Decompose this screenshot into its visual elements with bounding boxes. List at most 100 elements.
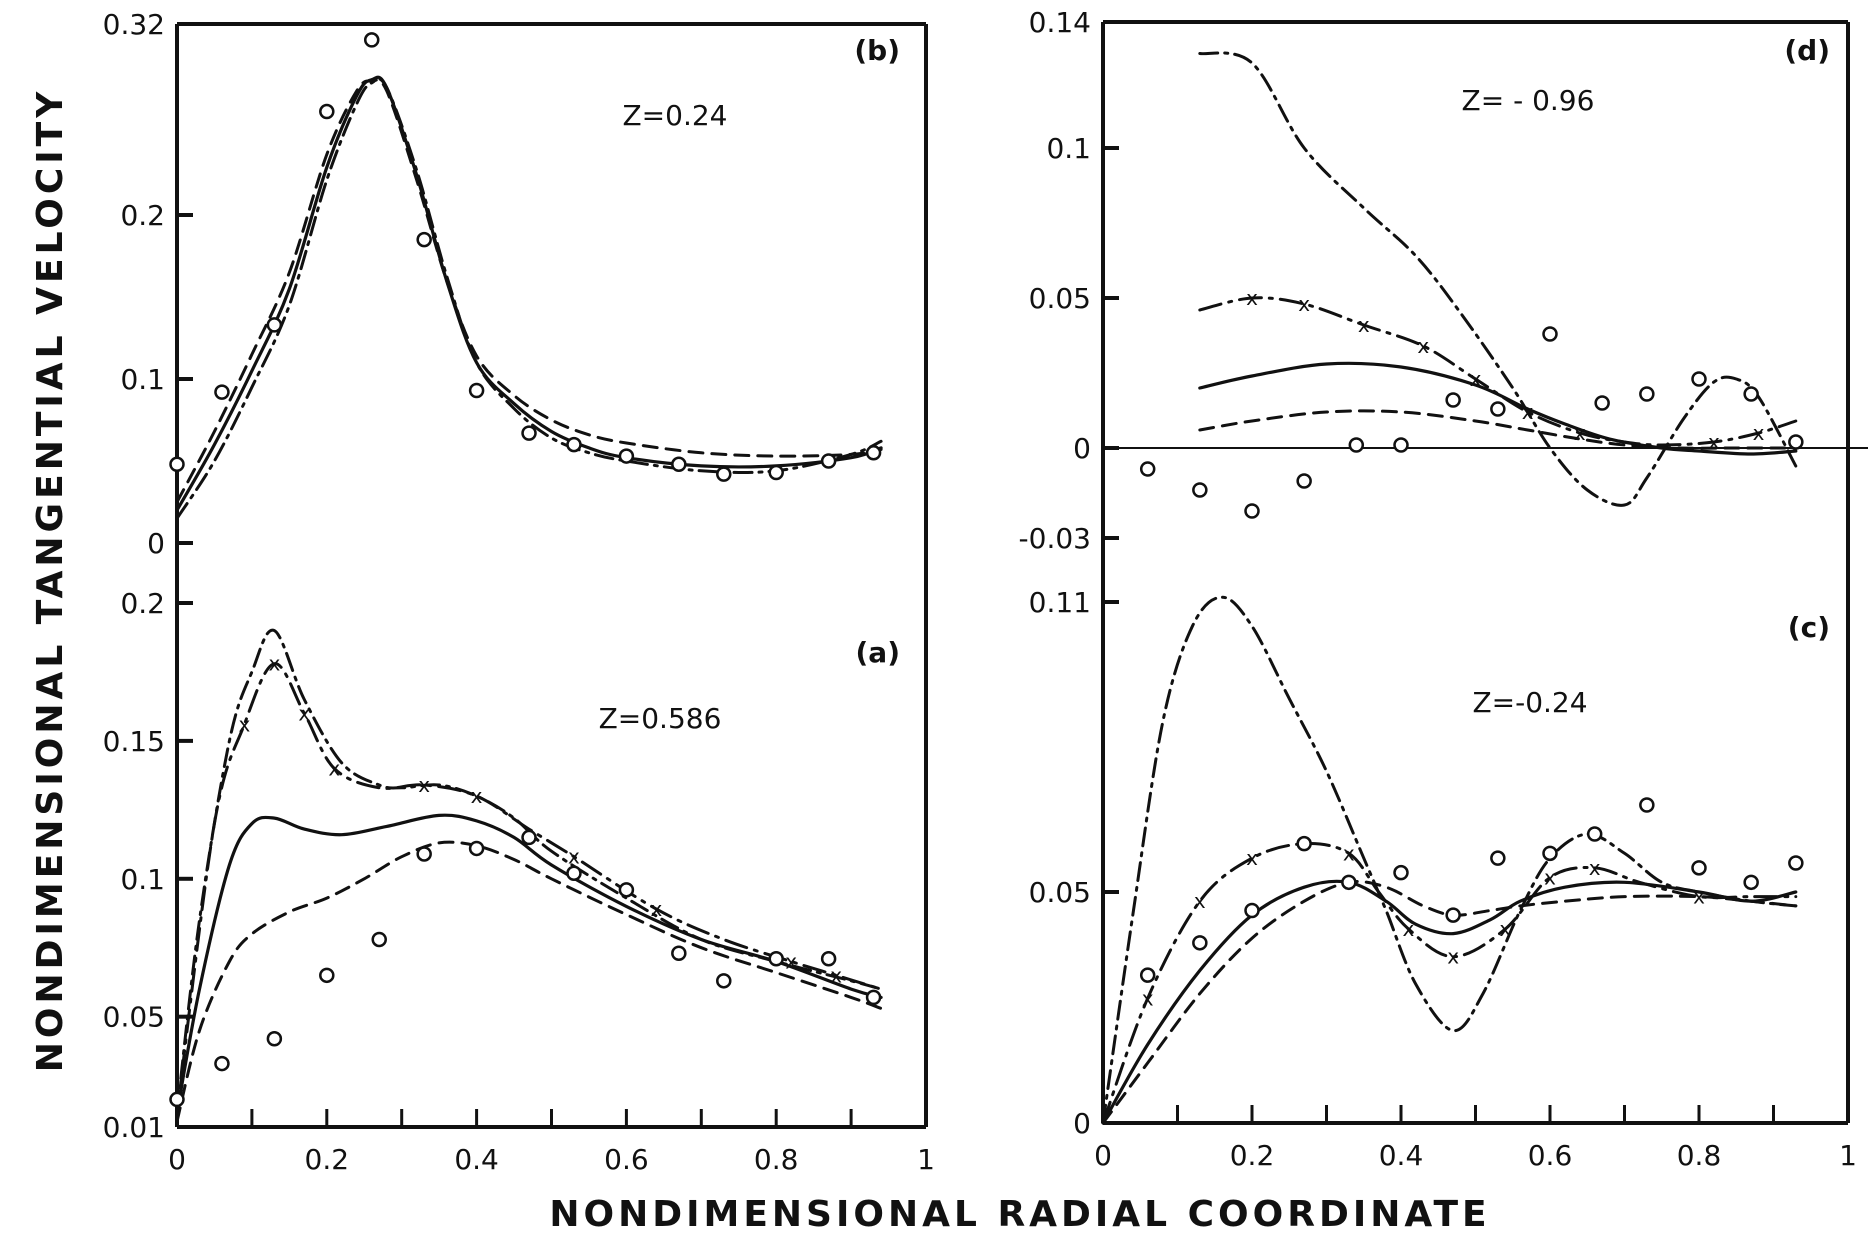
panel-d: -0.03 0 0.05 0.1 0.14 (d) Z= - 0.96 x x x x x x x x x — [1019, 6, 1868, 555]
x-marker: x — [1298, 292, 1310, 316]
series-line-dash-dot — [1101, 595, 1798, 1125]
data-point-circle — [1393, 437, 1409, 453]
x-marker: x — [298, 701, 310, 725]
x-marker: x — [568, 845, 580, 869]
data-point-circle — [1542, 845, 1558, 862]
x-marker: x — [1693, 885, 1705, 909]
data-point-circle — [1691, 371, 1707, 387]
panel-a: 0.01 0.05 0.1 0.15 0.2 0 0.2 0.4 0.6 0.8 1 (a) Z=0.5… — [103, 543, 935, 1176]
data-point-circle — [1445, 392, 1461, 408]
data-point-circle — [1139, 967, 1156, 983]
data-point-circle — [1490, 401, 1506, 417]
panel-label: (b) — [854, 34, 900, 67]
x-marker: x — [650, 897, 662, 921]
y-tick-label: 0.05 — [103, 1001, 165, 1034]
x-tick-label: 1 — [917, 1143, 935, 1176]
data-point-circle — [1192, 935, 1208, 951]
y-tick-label: 0.1 — [120, 863, 165, 896]
z-label: Z= - 0.96 — [1462, 84, 1595, 117]
data-point-circle — [1788, 855, 1804, 871]
x-marker: x — [238, 712, 250, 736]
series-line-dash-dot — [175, 77, 883, 520]
data-point-circle — [1639, 386, 1655, 402]
data-point-circle — [618, 882, 635, 898]
y-tick-label: 0.11 — [1029, 586, 1091, 619]
x-tick-label: 0.4 — [454, 1143, 499, 1176]
data-point-circle — [1192, 482, 1208, 498]
data-point-circle — [671, 945, 687, 962]
y-tick-label: 0.32 — [103, 8, 165, 41]
data-point-circle — [1139, 461, 1156, 477]
data-point-circle — [566, 865, 582, 882]
x-tick-label: 0.6 — [1528, 1139, 1573, 1172]
data-point-circle — [1393, 864, 1409, 881]
y-tick-label: 0.05 — [1029, 876, 1091, 909]
panel-b: 0 0.1 0.2 0.32 (b) Z=0.24 — [103, 8, 928, 560]
x-marker: x — [328, 756, 340, 780]
data-point-circle — [363, 32, 380, 48]
y-tick-label: 0.1 — [120, 363, 165, 396]
x-tick-label: 0.6 — [604, 1143, 649, 1176]
series-line-x-marked — [1198, 296, 1798, 447]
y-axis-title: NONDIMENSIONAL TANGENTIAL VELOCITY — [30, 88, 71, 1073]
x-axis-title: NONDIMENSIONAL RADIAL COORDINATE — [549, 1194, 1490, 1235]
panel-label: (c) — [1788, 611, 1830, 644]
data-point-circle — [1296, 473, 1312, 489]
data-point-circle — [1490, 850, 1506, 866]
data-point-circle — [1691, 860, 1707, 876]
z-label: Z=-0.24 — [1472, 686, 1587, 719]
data-point-circle — [1348, 437, 1365, 453]
data-point-circle — [1244, 902, 1260, 919]
x-marker: x — [1574, 421, 1586, 445]
x-marker: x — [1753, 421, 1765, 445]
x-marker: x — [418, 773, 430, 797]
x-tick-label: 0.8 — [754, 1143, 799, 1176]
y-tick-label: 0.2 — [120, 587, 165, 620]
x-marker: x — [1522, 400, 1534, 424]
y-tick-label: 0.01 — [103, 1111, 165, 1144]
data-point-circle — [716, 973, 732, 989]
x-tick-label: 0.8 — [1677, 1139, 1722, 1172]
data-point-circle — [1788, 434, 1804, 450]
data-point-circle — [820, 453, 837, 469]
series-line-dash-dot — [1198, 51, 1798, 507]
data-point-circle — [1639, 797, 1655, 813]
data-point-circle — [319, 103, 335, 120]
panels-group: 00.10.20.32(b)Z=0.240.010.050.10.150.20 0… — [103, 6, 1868, 1176]
data-point-circle — [1743, 386, 1759, 402]
data-point-circle — [521, 829, 537, 846]
data-point-circle — [1445, 907, 1461, 923]
series-line-x-marked — [175, 662, 883, 1115]
x-marker: x — [1470, 367, 1482, 391]
data-point-circle — [1542, 326, 1558, 342]
series-line-dashed — [1101, 880, 1798, 1125]
y-tick-label: 0.2 — [120, 199, 165, 232]
x-marker: x — [1358, 313, 1370, 337]
data-point-circle — [566, 436, 582, 453]
series-line-x-marked — [1101, 842, 1798, 1125]
data-point-circle — [1296, 835, 1312, 852]
x-marker: x — [1343, 841, 1355, 865]
y-tick-label: 0.15 — [103, 725, 165, 758]
panel-c: 0 0.05 0.11 0 0.2 0.4 0.6 0.8 1 (c) Z=-0.24 x x x x x x x… — [1029, 548, 1857, 1172]
x-tick-label: 0.2 — [305, 1143, 350, 1176]
data-point-circle — [416, 231, 432, 248]
data-point-circle — [1341, 874, 1357, 891]
data-point-circle — [468, 840, 485, 857]
data-point-circle — [1594, 395, 1610, 411]
data-point-circle — [618, 448, 635, 464]
data-point-circle — [214, 384, 230, 400]
data-point-circle — [820, 951, 837, 967]
series-line-dashed — [175, 840, 883, 1123]
series-line-dashed — [1198, 409, 1798, 450]
data-point-circle — [319, 967, 335, 984]
x-marker: x — [1589, 856, 1601, 880]
data-point-circle — [468, 382, 485, 399]
x-tick-label: 0 — [168, 1143, 186, 1176]
x-marker: x — [471, 784, 483, 808]
data-point-circle — [416, 846, 432, 862]
x-marker: x — [1499, 917, 1511, 941]
x-tick-label: 0.2 — [1230, 1139, 1275, 1172]
x-marker: x — [1194, 889, 1206, 913]
